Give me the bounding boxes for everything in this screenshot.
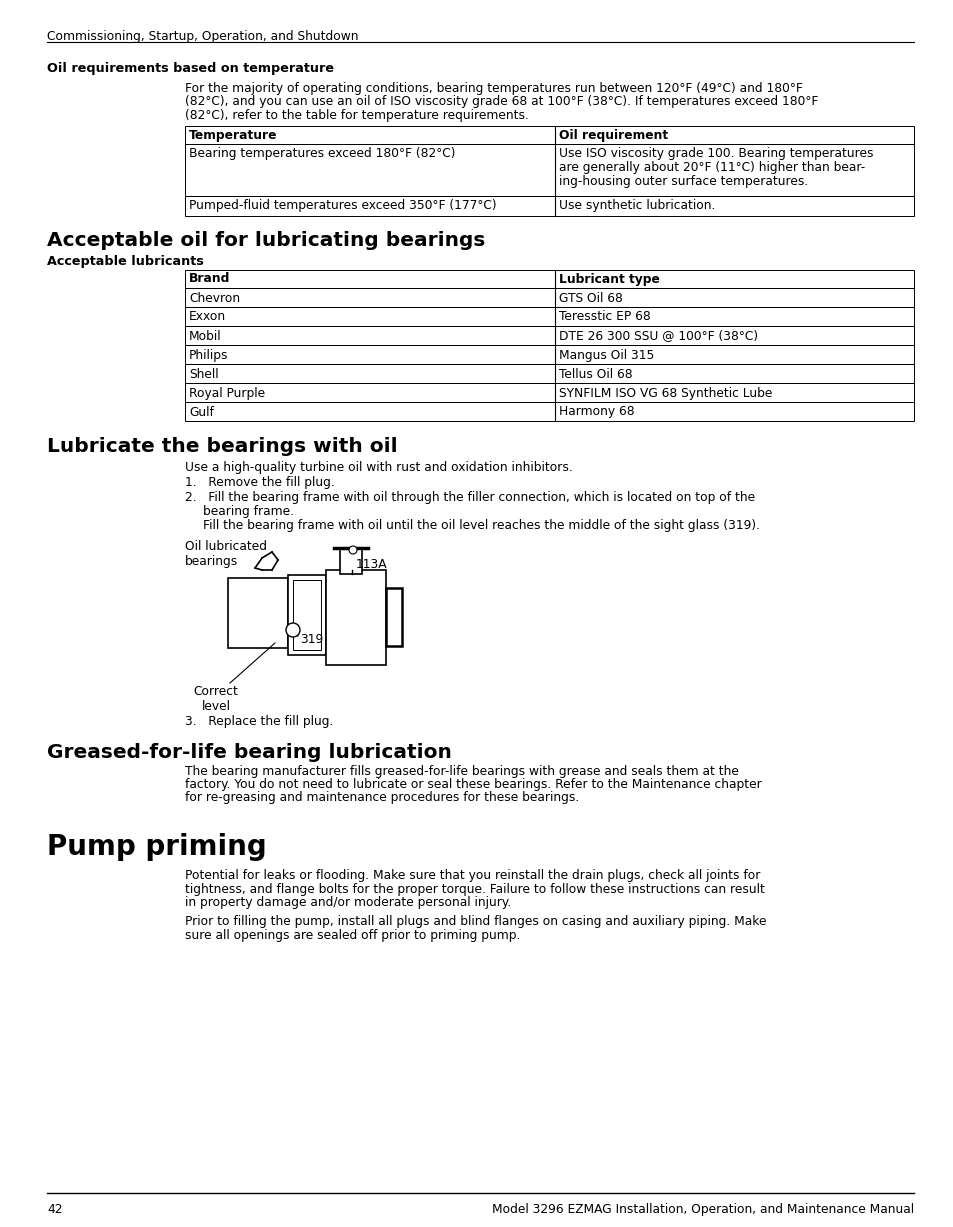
- Text: Oil requirements based on temperature: Oil requirements based on temperature: [47, 63, 334, 75]
- Text: Temperature: Temperature: [189, 129, 277, 141]
- Text: Oil lubricated
bearings: Oil lubricated bearings: [185, 540, 267, 568]
- Text: bearing frame.: bearing frame.: [203, 506, 294, 518]
- Text: 1.   Remove the fill plug.: 1. Remove the fill plug.: [185, 476, 335, 490]
- Text: are generally about 20°F (11°C) higher than bear-: are generally about 20°F (11°C) higher t…: [558, 161, 864, 174]
- Bar: [185, 325, 913, 345]
- Text: Acceptable lubricants: Acceptable lubricants: [47, 255, 204, 269]
- Text: factory. You do not need to lubricate or seal these bearings. Refer to the Maint: factory. You do not need to lubricate or…: [185, 778, 760, 791]
- Text: 42: 42: [47, 1202, 63, 1216]
- Text: Potential for leaks or flooding. Make sure that you reinstall the drain plugs, c: Potential for leaks or flooding. Make su…: [185, 869, 760, 882]
- Text: ing-housing outer surface temperatures.: ing-housing outer surface temperatures.: [558, 174, 807, 188]
- Text: Prior to filling the pump, install all plugs and blind flanges on casing and aux: Prior to filling the pump, install all p…: [185, 915, 765, 929]
- Text: 2.   Fill the bearing frame with oil through the filler connection, which is loc: 2. Fill the bearing frame with oil throu…: [185, 492, 755, 504]
- Text: Model 3296 EZMAG Installation, Operation, and Maintenance Manual: Model 3296 EZMAG Installation, Operation…: [492, 1202, 913, 1216]
- Text: for re-greasing and maintenance procedures for these bearings.: for re-greasing and maintenance procedur…: [185, 791, 578, 805]
- Text: The bearing manufacturer fills greased-for-life bearings with grease and seals t: The bearing manufacturer fills greased-f…: [185, 764, 739, 778]
- Text: Gulf: Gulf: [189, 405, 213, 418]
- Text: Bearing temperatures exceed 180°F (82°C): Bearing temperatures exceed 180°F (82°C): [189, 147, 455, 161]
- Text: Chevron: Chevron: [189, 292, 240, 304]
- Bar: [185, 401, 913, 421]
- Bar: [339, 548, 361, 574]
- Bar: [185, 144, 913, 195]
- Text: Pump priming: Pump priming: [47, 833, 267, 861]
- Text: 113A: 113A: [355, 558, 387, 571]
- Text: 319: 319: [299, 633, 323, 645]
- Text: Teresstic EP 68: Teresstic EP 68: [558, 310, 650, 324]
- Bar: [288, 575, 326, 655]
- Bar: [185, 383, 913, 401]
- Text: Correct
level: Correct level: [193, 685, 238, 713]
- Bar: [185, 363, 913, 383]
- Bar: [293, 580, 320, 650]
- Text: Oil requirement: Oil requirement: [558, 129, 667, 141]
- Text: Harmony 68: Harmony 68: [558, 405, 634, 418]
- Text: Royal Purple: Royal Purple: [189, 387, 265, 400]
- Bar: [228, 578, 288, 648]
- Text: 3.   Replace the fill plug.: 3. Replace the fill plug.: [185, 715, 333, 728]
- Text: Shell: Shell: [189, 368, 218, 380]
- Text: in property damage and/or moderate personal injury.: in property damage and/or moderate perso…: [185, 896, 511, 909]
- Bar: [185, 345, 913, 363]
- Text: Lubricate the bearings with oil: Lubricate the bearings with oil: [47, 437, 397, 455]
- Bar: [185, 270, 913, 287]
- Bar: [185, 287, 913, 307]
- Text: tightness, and flange bolts for the proper torque. Failure to follow these instr: tightness, and flange bolts for the prop…: [185, 882, 764, 896]
- Text: Use a high-quality turbine oil with rust and oxidation inhibitors.: Use a high-quality turbine oil with rust…: [185, 460, 572, 474]
- Text: Lubricant type: Lubricant type: [558, 272, 659, 286]
- Text: Use synthetic lubrication.: Use synthetic lubrication.: [558, 200, 715, 212]
- Text: Use ISO viscosity grade 100. Bearing temperatures: Use ISO viscosity grade 100. Bearing tem…: [558, 147, 873, 161]
- Text: Pumped-fluid temperatures exceed 350°F (177°C): Pumped-fluid temperatures exceed 350°F (…: [189, 200, 497, 212]
- Bar: [326, 571, 386, 665]
- Text: Acceptable oil for lubricating bearings: Acceptable oil for lubricating bearings: [47, 232, 485, 250]
- Text: Greased-for-life bearing lubrication: Greased-for-life bearing lubrication: [47, 742, 452, 762]
- Text: Tellus Oil 68: Tellus Oil 68: [558, 368, 632, 380]
- Text: Mangus Oil 315: Mangus Oil 315: [558, 348, 654, 362]
- Text: sure all openings are sealed off prior to priming pump.: sure all openings are sealed off prior t…: [185, 929, 519, 942]
- Text: Exxon: Exxon: [189, 310, 226, 324]
- Text: Mobil: Mobil: [189, 330, 221, 342]
- Circle shape: [286, 623, 299, 637]
- Text: For the majority of operating conditions, bearing temperatures run between 120°F: For the majority of operating conditions…: [185, 82, 802, 94]
- Text: Brand: Brand: [189, 272, 230, 286]
- Bar: [386, 588, 401, 645]
- Text: Commissioning, Startup, Operation, and Shutdown: Commissioning, Startup, Operation, and S…: [47, 29, 358, 43]
- Bar: [185, 195, 913, 216]
- Text: Fill the bearing frame with oil until the oil level reaches the middle of the si: Fill the bearing frame with oil until th…: [203, 519, 760, 531]
- Circle shape: [349, 546, 356, 555]
- Text: DTE 26 300 SSU @ 100°F (38°C): DTE 26 300 SSU @ 100°F (38°C): [558, 330, 758, 342]
- Text: (82°C), refer to the table for temperature requirements.: (82°C), refer to the table for temperatu…: [185, 109, 528, 121]
- Text: SYNFILM ISO VG 68 Synthetic Lube: SYNFILM ISO VG 68 Synthetic Lube: [558, 387, 772, 400]
- Bar: [185, 307, 913, 325]
- Text: Philips: Philips: [189, 348, 229, 362]
- Bar: [185, 125, 913, 144]
- Text: GTS Oil 68: GTS Oil 68: [558, 292, 622, 304]
- Text: (82°C), and you can use an oil of ISO viscosity grade 68 at 100°F (38°C). If tem: (82°C), and you can use an oil of ISO vi…: [185, 96, 818, 108]
